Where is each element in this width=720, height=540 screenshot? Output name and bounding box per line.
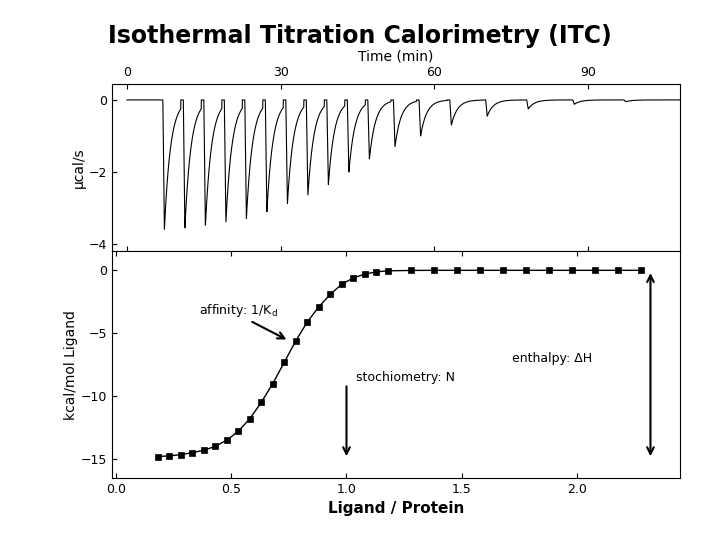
Text: enthalpy: ΔH: enthalpy: ΔH xyxy=(513,352,593,365)
Y-axis label: μcal/s: μcal/s xyxy=(71,147,86,188)
Text: Isothermal Titration Calorimetry (ITC): Isothermal Titration Calorimetry (ITC) xyxy=(108,24,612,48)
Y-axis label: kcal/mol Ligand: kcal/mol Ligand xyxy=(63,310,78,420)
X-axis label: Ligand / Protein: Ligand / Protein xyxy=(328,501,464,516)
Text: stochiometry: N: stochiometry: N xyxy=(356,371,455,384)
Text: affinity: 1/K$_\mathregular{d}$: affinity: 1/K$_\mathregular{d}$ xyxy=(199,302,278,319)
X-axis label: Time (min): Time (min) xyxy=(359,49,433,63)
